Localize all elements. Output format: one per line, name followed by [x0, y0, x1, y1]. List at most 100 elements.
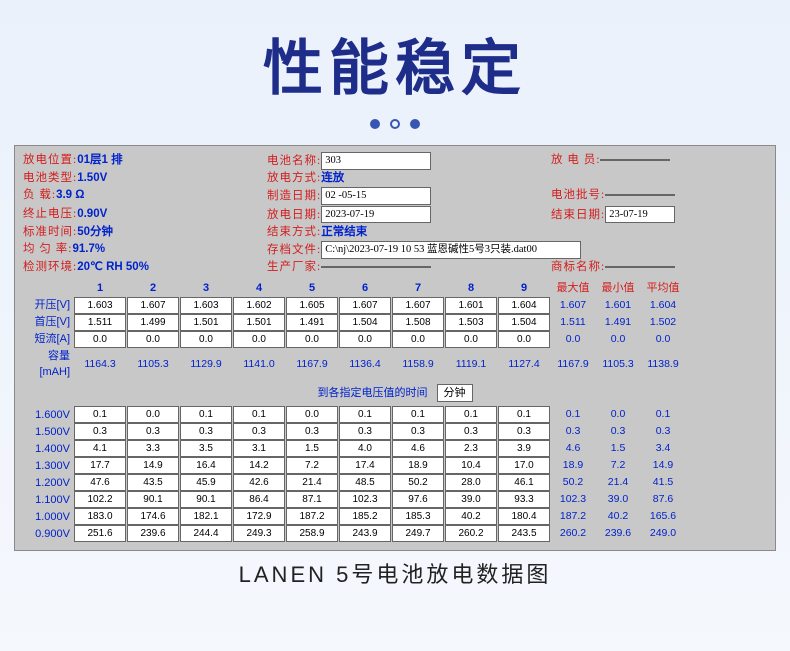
- cell: 249.7: [392, 525, 444, 542]
- stat-cell: 1105.3: [596, 357, 640, 373]
- dot-icon: [390, 119, 400, 129]
- row-label: 1.400V: [23, 441, 73, 458]
- cell: 0.3: [233, 423, 285, 440]
- stat-cell: 1.5: [596, 441, 640, 457]
- stat-cell: 3.4: [641, 441, 685, 457]
- cell: 0.0: [127, 331, 179, 348]
- cell: 21.4: [286, 474, 338, 491]
- cell: 93.3: [498, 491, 550, 508]
- stat-cell: 0.3: [641, 424, 685, 440]
- cell: 4.1: [74, 440, 126, 457]
- cell: 1167.9: [286, 357, 338, 373]
- cell: 1.491: [286, 314, 338, 331]
- cell: 260.2: [445, 525, 497, 542]
- col-header: 2: [127, 280, 179, 297]
- col-header: 9: [498, 280, 550, 297]
- info-row: 商标名称:: [551, 259, 781, 276]
- cell: 45.9: [180, 474, 232, 491]
- stat-cell: 1138.9: [641, 357, 685, 373]
- row-label: 1.600V: [23, 407, 73, 424]
- table-row: 1.600V0.10.00.10.10.00.10.10.10.10.10.00…: [23, 406, 767, 423]
- cell: 1.503: [445, 314, 497, 331]
- cell: 0.1: [74, 406, 126, 423]
- cell: 183.0: [74, 508, 126, 525]
- cell: 185.2: [339, 508, 391, 525]
- cell: 102.3: [339, 491, 391, 508]
- cell: 90.1: [127, 491, 179, 508]
- cell: 14.9: [127, 457, 179, 474]
- stat-cell: 0.1: [551, 407, 595, 423]
- cell: 174.6: [127, 508, 179, 525]
- stat-cell: 249.0: [641, 526, 685, 542]
- stat-header: 最大值: [551, 280, 595, 297]
- cell: 1.601: [445, 297, 497, 314]
- cell: 0.0: [498, 331, 550, 348]
- cell: 3.3: [127, 440, 179, 457]
- cell: 180.4: [498, 508, 550, 525]
- table-row: 1.300V17.714.916.414.27.217.418.910.417.…: [23, 457, 767, 474]
- cell: 0.1: [498, 406, 550, 423]
- cell: 0.0: [233, 331, 285, 348]
- stat-header: 最小值: [596, 280, 640, 297]
- table-row: 1.200V47.643.545.942.621.448.550.228.046…: [23, 474, 767, 491]
- row-label: 首压[V]: [23, 314, 73, 331]
- cell: 17.7: [74, 457, 126, 474]
- stat-cell: 1.502: [641, 315, 685, 331]
- cell: 1.504: [498, 314, 550, 331]
- cell: 14.2: [233, 457, 285, 474]
- cell: 0.3: [339, 423, 391, 440]
- stat-cell: 18.9: [551, 458, 595, 474]
- table-row: 1.100V102.290.190.186.487.1102.397.639.0…: [23, 491, 767, 508]
- cell: 0.1: [392, 406, 444, 423]
- hero-title: 性能稳定: [0, 20, 790, 107]
- cell: 1.501: [233, 314, 285, 331]
- data-panel: 放电位置:01层1 排电池名称:303放 电 员:电池类型:1.50V放电方式:…: [14, 145, 776, 551]
- info-row: 制造日期:02 -05-15: [267, 187, 547, 205]
- cell: 1119.1: [445, 357, 497, 373]
- info-row: 电池类型:1.50V: [23, 170, 263, 187]
- info-row: [551, 224, 781, 241]
- table-row: 1.000V183.0174.6182.1172.9187.2185.2185.…: [23, 508, 767, 525]
- cell: 3.9: [498, 440, 550, 457]
- stat-cell: 102.3: [551, 492, 595, 508]
- col-header: 8: [445, 280, 497, 297]
- mid-unit: 分钟: [437, 384, 473, 403]
- stat-cell: 187.2: [551, 509, 595, 525]
- cell: 87.1: [286, 491, 338, 508]
- cell: 1164.3: [74, 357, 126, 373]
- stat-cell: 0.0: [551, 332, 595, 348]
- cell: 1.603: [74, 297, 126, 314]
- row-label: 1.300V: [23, 458, 73, 475]
- stat-cell: 0.1: [641, 407, 685, 423]
- row-label: 容量[mAH]: [23, 348, 73, 381]
- info-row: 放 电 员:: [551, 152, 781, 170]
- table-row: 容量[mAH]1164.31105.31129.91141.01167.9113…: [23, 348, 767, 381]
- table-row: 0.900V251.6239.6244.4249.3258.9243.9249.…: [23, 525, 767, 542]
- panel-footer: LANEN 5号电池放电数据图: [0, 557, 790, 589]
- info-row: 结束日期:23-07-19: [551, 206, 781, 224]
- table-row: 1.500V0.30.30.30.30.30.30.30.30.30.30.30…: [23, 423, 767, 440]
- stat-cell: 4.6: [551, 441, 595, 457]
- dot-icon: [370, 119, 380, 129]
- info-row: 放电位置:01层1 排: [23, 152, 263, 170]
- cell: 47.6: [74, 474, 126, 491]
- stat-cell: 1.491: [596, 315, 640, 331]
- cell: 1136.4: [339, 357, 391, 373]
- row-label: 1.000V: [23, 509, 73, 526]
- row-label: 0.900V: [23, 526, 73, 543]
- cell: 1.508: [392, 314, 444, 331]
- cell: 187.2: [286, 508, 338, 525]
- cell: 28.0: [445, 474, 497, 491]
- cell: 1.511: [74, 314, 126, 331]
- cell: 40.2: [445, 508, 497, 525]
- cell: 18.9: [392, 457, 444, 474]
- cell: 1129.9: [180, 357, 232, 373]
- row-label: 1.200V: [23, 475, 73, 492]
- cell: 185.3: [392, 508, 444, 525]
- cell: 16.4: [180, 457, 232, 474]
- cell: 0.3: [392, 423, 444, 440]
- cell: 48.5: [339, 474, 391, 491]
- stat-cell: 21.4: [596, 475, 640, 491]
- cell: 97.6: [392, 491, 444, 508]
- cell: 258.9: [286, 525, 338, 542]
